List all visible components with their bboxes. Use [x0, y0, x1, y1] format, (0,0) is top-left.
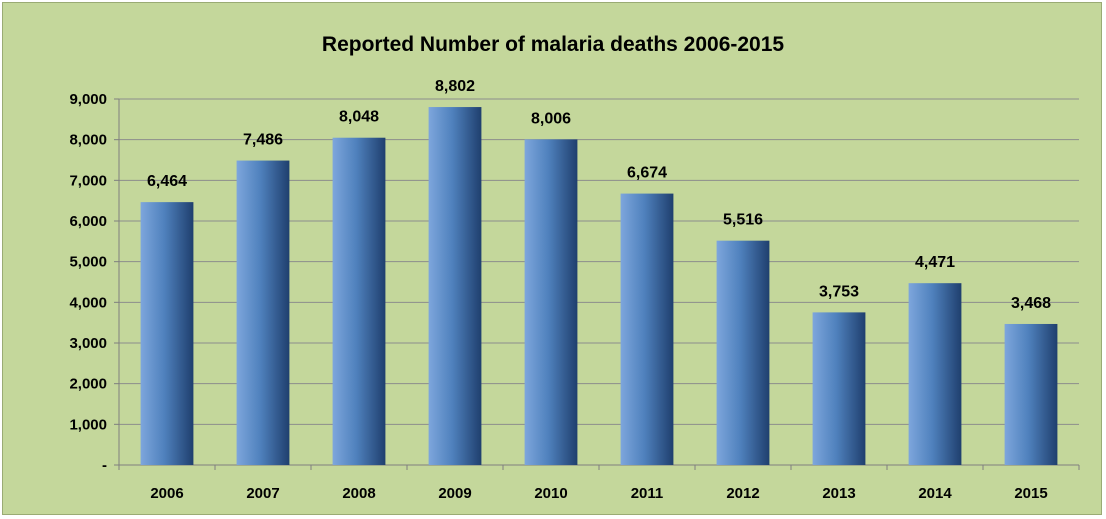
x-tick-label-2012: 2012 — [726, 485, 759, 502]
bar-2009 — [428, 107, 482, 465]
bars — [140, 107, 1058, 465]
data-label-2010: 8,006 — [531, 110, 571, 127]
x-tick-label-2013: 2013 — [822, 485, 855, 502]
labels: - 1,000 2,000 3,000 4,000 5,000 6,000 7,000 8,00… — [69, 78, 1051, 502]
data-label-2009: 8,802 — [435, 78, 475, 95]
x-tick-label-2006: 2006 — [150, 485, 183, 502]
x-tick-label-2008: 2008 — [342, 485, 375, 502]
bar-2011 — [620, 193, 674, 465]
y-tick-label: 3,000 — [69, 335, 107, 352]
x-tick-label-2010: 2010 — [534, 485, 567, 502]
bar-2015 — [1004, 323, 1058, 465]
y-tick-label: 4,000 — [69, 294, 107, 311]
bar-2012 — [716, 240, 770, 465]
bar-2007 — [236, 160, 290, 465]
x-tick-label-2015: 2015 — [1014, 485, 1047, 502]
data-label-2007: 7,486 — [243, 132, 283, 149]
data-label-2008: 8,048 — [339, 109, 379, 126]
data-label-2015: 3,468 — [1011, 295, 1051, 312]
y-tick-label: 2,000 — [69, 376, 107, 393]
y-tick-label: 9,000 — [69, 91, 107, 108]
y-tick-label: 6,000 — [69, 213, 107, 230]
bar-2010 — [524, 139, 578, 465]
bar-2013 — [812, 312, 866, 465]
y-tick-label: 8,000 — [69, 132, 107, 149]
bar-2014 — [908, 283, 962, 465]
y-tick-label: 5,000 — [69, 254, 107, 271]
data-label-2012: 5,516 — [723, 212, 763, 229]
bar-2008 — [332, 137, 386, 465]
bar-2006 — [140, 202, 194, 465]
chart-title: Reported Number of malaria deaths 2006-2… — [321, 33, 785, 56]
x-tick-label-2007: 2007 — [246, 485, 279, 502]
y-tick-label: 7,000 — [69, 172, 107, 189]
x-tick-label-2011: 2011 — [631, 485, 664, 502]
y-tick-label: - — [102, 457, 107, 474]
data-label-2013: 3,753 — [819, 283, 859, 300]
y-tick-label: 1,000 — [69, 416, 107, 433]
data-label-2006: 6,464 — [147, 173, 187, 190]
chart-plot: - 1,000 2,000 3,000 4,000 5,000 6,000 7,000 8,00… — [69, 78, 1080, 502]
data-label-2011: 6,674 — [627, 165, 667, 182]
x-tick-label-2014: 2014 — [918, 485, 952, 502]
x-tick-label-2009: 2009 — [438, 485, 471, 502]
data-label-2014: 4,471 — [915, 254, 955, 271]
